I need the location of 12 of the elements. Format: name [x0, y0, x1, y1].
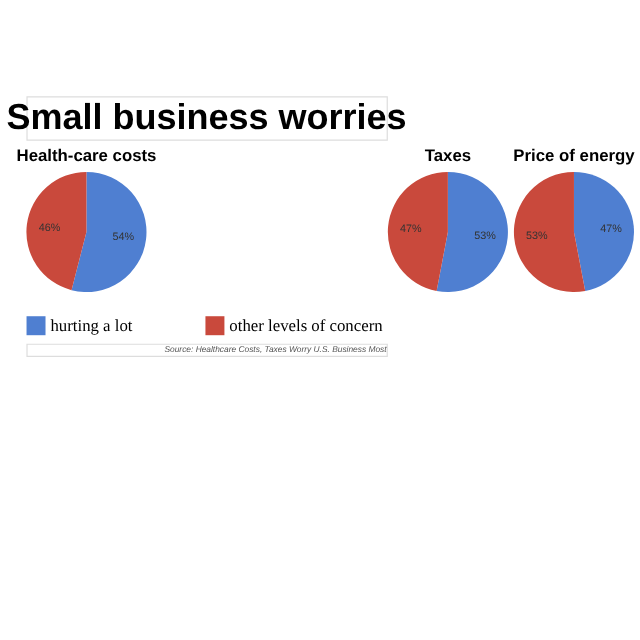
- pie-slice: [573, 171, 634, 291]
- legend-label: other levels of concern: [229, 316, 385, 335]
- chart-title: Price of energy: [513, 145, 636, 166]
- pie-slice: [387, 171, 448, 291]
- legend-label: hurting a lot: [50, 316, 134, 335]
- pie-slice: [513, 171, 586, 292]
- text: Small business worries: [6, 96, 407, 137]
- chart-title: Health-care costs: [16, 145, 158, 166]
- pie-slice: [71, 171, 147, 293]
- pie-slice: [436, 171, 508, 292]
- pie-slice: [26, 171, 87, 291]
- chart-title: Taxes: [424, 145, 472, 166]
